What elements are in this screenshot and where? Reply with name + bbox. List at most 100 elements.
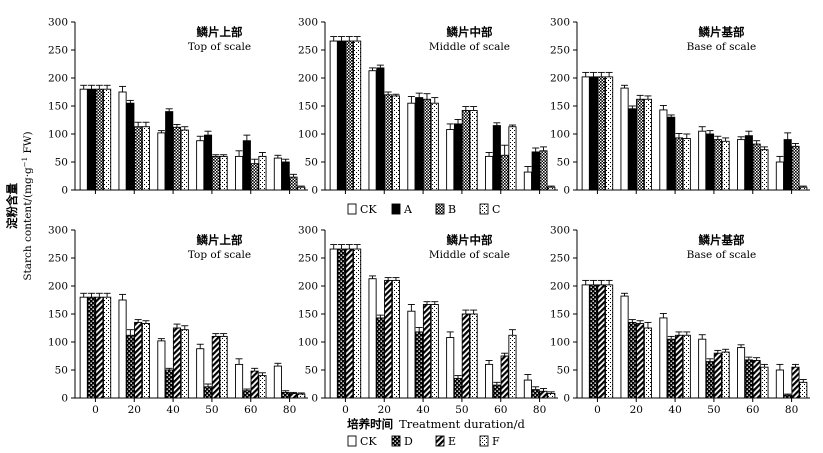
panel-title-cn: 鳞片上部 [196, 233, 242, 247]
y-tick-label: 150 [550, 101, 570, 113]
x-tick-label: 40 [416, 404, 429, 416]
chart-panel: 0 50 100 150 200 250 300 鳞片基部 Base of scale [550, 17, 810, 197]
bar-a [165, 111, 174, 191]
legend-swatch-ck [347, 435, 357, 447]
bar-ck [329, 248, 338, 399]
bar-f [141, 323, 151, 399]
x-tick-label: 0 [594, 404, 601, 416]
panel-title-cn: 鳞片基部 [698, 233, 744, 247]
bar-c [547, 186, 556, 191]
bar-d [165, 369, 174, 399]
y-tick-label: 150 [550, 309, 570, 321]
y-tick-label: 250 [298, 45, 318, 57]
panel-title-cn: 鳞片基部 [698, 25, 744, 39]
legend-swatch-f [479, 435, 489, 447]
panel-title-cn: 鳞片中部 [446, 233, 492, 247]
panel-title-en: Top of scale [188, 41, 251, 53]
bar-a [783, 139, 792, 191]
bar-b [345, 40, 354, 191]
bar-c [141, 126, 151, 191]
bar-a [126, 102, 135, 191]
bar-c [219, 155, 228, 191]
bar-b [539, 150, 548, 191]
y-tick-label: 300 [550, 225, 570, 237]
bar-b [791, 145, 800, 191]
bar-e [250, 370, 259, 399]
y-tick-label: 200 [550, 73, 570, 85]
bar-d [744, 359, 753, 399]
y-tick-label: 250 [48, 253, 68, 265]
y-tick-label: 0 [311, 393, 318, 405]
bar-f [430, 304, 439, 399]
panel-title-cn: 鳞片上部 [196, 25, 242, 39]
legend-label-a: A [403, 203, 413, 216]
bar-e [211, 335, 220, 399]
y-tick-label: 150 [298, 101, 318, 113]
panel-title-en: Base of scale [687, 249, 757, 261]
bar-b [95, 88, 104, 191]
bar-e [134, 321, 143, 399]
bar-b [211, 155, 220, 191]
bar-f [258, 375, 267, 399]
bar-a [628, 108, 637, 191]
bar-b [384, 94, 393, 191]
y-tick-label: 200 [48, 281, 68, 293]
bar-c [103, 88, 112, 191]
panel-title-cn: 鳞片中部 [446, 25, 492, 39]
bar-f [469, 313, 478, 399]
bar-ck [485, 363, 494, 399]
bar-ck [79, 88, 88, 191]
bar-e [345, 248, 354, 399]
legends: CK A B C CK D E F [347, 203, 500, 448]
bar-ck [581, 284, 590, 399]
bar-ck [775, 369, 784, 399]
bar-c [469, 110, 478, 191]
y-tick-label: 300 [550, 17, 570, 29]
bar-ck [775, 161, 784, 191]
y-axis-title-en-text: Starch content/(mg·g [22, 167, 34, 281]
panel-title-en: Middle of scale [429, 41, 510, 53]
legend-swatch-d [391, 435, 401, 447]
bar-ck [273, 365, 282, 399]
bar-ck [698, 338, 707, 399]
bar-ck [737, 139, 746, 191]
chart-panel: 0 50 100 150 200 250 300 鳞片中部 Middle of scale [298, 17, 558, 197]
bar-ck [118, 91, 127, 191]
bar-a [744, 135, 753, 191]
bar-e [713, 352, 722, 399]
legend-label-ck: CK [360, 435, 377, 448]
bar-e [461, 313, 470, 399]
bar-ck [737, 347, 746, 399]
bar-d [783, 394, 792, 399]
bar-b [422, 98, 432, 191]
bar-b [172, 126, 182, 191]
bar-d [589, 284, 598, 399]
y-tick-label: 0 [563, 393, 570, 405]
y-tick-label: 50 [305, 365, 318, 377]
bar-e [539, 390, 548, 399]
bar-ck [407, 102, 416, 191]
y-tick-label: 100 [298, 337, 318, 349]
bar-ck [196, 348, 205, 399]
bar-ck [659, 317, 668, 399]
bar-ck [581, 76, 590, 191]
y-tick-label: 100 [550, 337, 570, 349]
y-tick-label: 300 [48, 17, 68, 29]
y-tick-label: 200 [298, 73, 318, 85]
bar-c [605, 76, 614, 191]
bar-d [628, 321, 637, 399]
legend-swatch-e [435, 435, 445, 447]
bar-f [353, 248, 362, 399]
bar-c [258, 155, 267, 191]
panels: 0 50 100 150 200 250 300 鳞片上部 Top of scale 0 50 100… [48, 17, 810, 416]
chart-panel: 0 50 100 150 200 250 300 鳞片上部 Top of scale [48, 17, 308, 197]
y-tick-label: 50 [55, 157, 68, 169]
bar-d [376, 317, 385, 399]
legend-swatch-c [479, 203, 489, 215]
y-tick-label: 250 [550, 253, 570, 265]
x-tick-label: 40 [166, 404, 179, 416]
bar-f [799, 381, 808, 399]
bar-ck [698, 130, 707, 191]
x-tick-label: 50 [707, 404, 720, 416]
x-tick-label: 80 [785, 404, 798, 416]
